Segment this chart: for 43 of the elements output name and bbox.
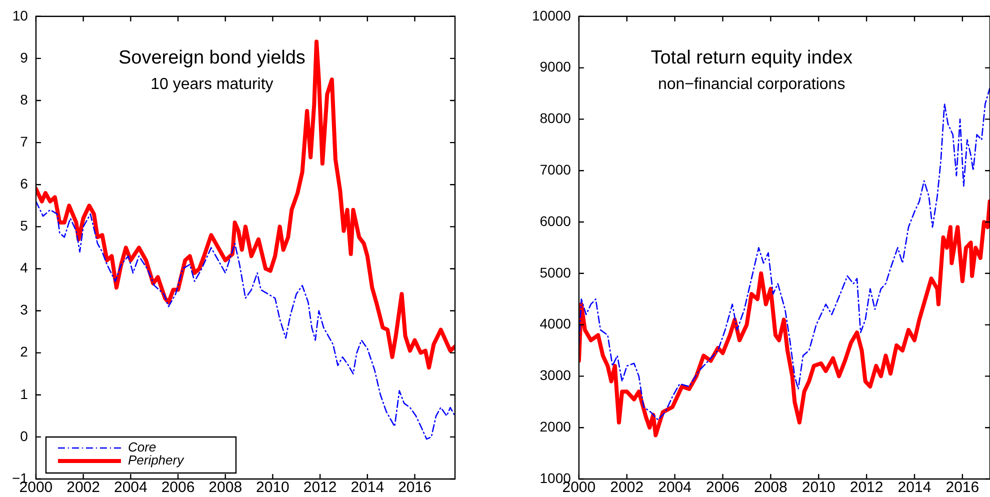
y-tick-label: 5000: [540, 264, 572, 280]
x-tick-label: 2002: [610, 479, 644, 496]
y-tick-label: 9000: [540, 58, 572, 75]
y-tick-label: 2000: [540, 418, 572, 434]
y-tick-label: 4000: [540, 316, 572, 332]
y-tick-label: 2: [20, 344, 28, 360]
y-tick-label: 8000: [540, 110, 572, 126]
x-tick-label: 2008: [754, 479, 788, 496]
text: non−financial corporations: [658, 76, 846, 93]
text: 10 years maturity: [150, 76, 274, 93]
legend-label: Core: [128, 440, 156, 455]
line-series: [36, 200, 455, 440]
x-tick-label: 2004: [114, 479, 148, 496]
y-tick-label: 1: [20, 386, 28, 402]
y-tick-label: 6: [20, 175, 28, 192]
y-tick-label: 4: [20, 260, 28, 276]
text: Sovereign bond yields: [118, 48, 306, 69]
x-tick-label: 2012: [850, 479, 884, 496]
y-tick-label: 7: [20, 133, 28, 150]
legend-label: Periphery: [128, 452, 186, 468]
y-tick-label: 9: [20, 49, 28, 66]
x-tick-label: 2006: [161, 479, 195, 496]
y-tick-label: 10: [12, 7, 28, 24]
y-tick-label: 5: [20, 218, 28, 234]
y-tick-label: 6000: [540, 212, 572, 229]
x-tick-label: 2016: [398, 479, 432, 496]
x-tick-label: 2014: [350, 479, 384, 496]
x-tick-label: 2010: [802, 479, 836, 496]
y-tick-label: 3000: [540, 367, 572, 384]
x-tick-label: 2016: [946, 479, 980, 496]
y-tick-label: 7000: [540, 161, 572, 178]
x-tick-label: 2006: [706, 479, 740, 496]
y-tick-label: 8: [20, 91, 28, 108]
y-tick-label: 3: [20, 302, 28, 318]
x-tick-label: 2004: [658, 479, 692, 496]
x-tick-label: 2012: [303, 479, 337, 496]
y-tick-label: 10000: [532, 7, 572, 24]
y-tick-label: 0: [20, 428, 28, 444]
x-tick-label: 2010: [256, 479, 290, 496]
x-tick-label: 2014: [898, 479, 932, 496]
x-tick-label: 2002: [66, 479, 100, 496]
text: Total return equity index: [650, 48, 853, 69]
x-tick-label: 2008: [208, 479, 242, 496]
